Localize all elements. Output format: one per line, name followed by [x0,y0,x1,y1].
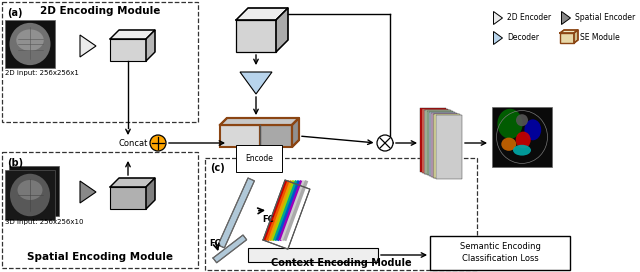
Polygon shape [561,11,570,24]
Text: Decoder: Decoder [507,33,539,42]
Polygon shape [110,178,155,187]
Polygon shape [273,180,298,241]
Text: Classification Loss: Classification Loss [461,254,538,263]
Polygon shape [271,180,296,241]
Text: 2D Encoder: 2D Encoder [507,14,551,23]
Polygon shape [80,181,96,203]
Polygon shape [280,180,306,241]
Text: FC: FC [209,240,221,249]
Text: (c): (c) [210,163,225,173]
Ellipse shape [17,180,42,200]
Bar [428,111,453,175]
Bar [422,109,448,173]
Bar [560,33,574,43]
Polygon shape [278,180,303,241]
Polygon shape [574,30,578,43]
Text: SE Module: SE Module [580,33,620,42]
Polygon shape [263,180,288,241]
Text: Encode: Encode [245,154,273,163]
Bar [424,110,450,174]
Ellipse shape [501,138,516,151]
Bar [5,170,55,220]
Bar [220,125,260,147]
Polygon shape [275,180,301,241]
Bar [430,236,570,270]
Circle shape [377,135,393,151]
Polygon shape [283,180,308,241]
Bar [436,115,462,179]
Bar [260,125,292,147]
Polygon shape [110,30,155,39]
Ellipse shape [10,174,50,216]
Bar [236,20,276,52]
Bar [2,152,198,268]
Ellipse shape [524,119,541,140]
Ellipse shape [10,23,51,65]
Ellipse shape [516,114,528,126]
Text: 2D Encoding Module: 2D Encoding Module [40,6,160,16]
Bar [248,248,378,262]
Circle shape [150,135,166,151]
Bar [110,39,146,61]
Polygon shape [268,180,293,241]
Bar [431,113,457,177]
Ellipse shape [16,29,44,51]
Polygon shape [236,8,288,20]
Bar [429,112,455,176]
Text: (a): (a) [7,8,22,18]
Text: (b): (b) [7,158,23,168]
Text: Spatial Encoder: Spatial Encoder [575,14,636,23]
Polygon shape [493,32,502,45]
Polygon shape [146,30,155,61]
Polygon shape [266,180,291,241]
Bar [5,20,55,68]
Polygon shape [276,8,288,52]
Text: 3D input: 256x256x10: 3D input: 256x256x10 [5,219,83,225]
Polygon shape [493,11,502,24]
Text: Semantic Encoding: Semantic Encoding [460,242,540,251]
Bar [433,114,459,178]
Polygon shape [240,72,272,94]
Text: Spatial Encoding Module: Spatial Encoding Module [27,252,173,262]
Bar [435,115,460,178]
Text: 2D input: 256x256x1: 2D input: 256x256x1 [5,70,79,76]
Polygon shape [146,178,155,209]
Bar [492,107,552,167]
Bar [9,166,59,216]
Polygon shape [560,30,578,33]
Bar [110,187,146,209]
Polygon shape [213,235,246,263]
Text: FC: FC [262,215,274,224]
Text: Context Encoding Module: Context Encoding Module [271,258,412,268]
Polygon shape [80,35,96,57]
Ellipse shape [513,145,531,156]
Polygon shape [218,178,254,248]
Ellipse shape [497,109,523,139]
Bar [2,2,198,122]
Polygon shape [220,118,299,125]
Bar [205,158,477,270]
Bar [426,110,451,174]
Polygon shape [292,118,299,147]
Bar [420,108,446,172]
Text: Concat: Concat [118,138,148,147]
Ellipse shape [516,132,531,149]
